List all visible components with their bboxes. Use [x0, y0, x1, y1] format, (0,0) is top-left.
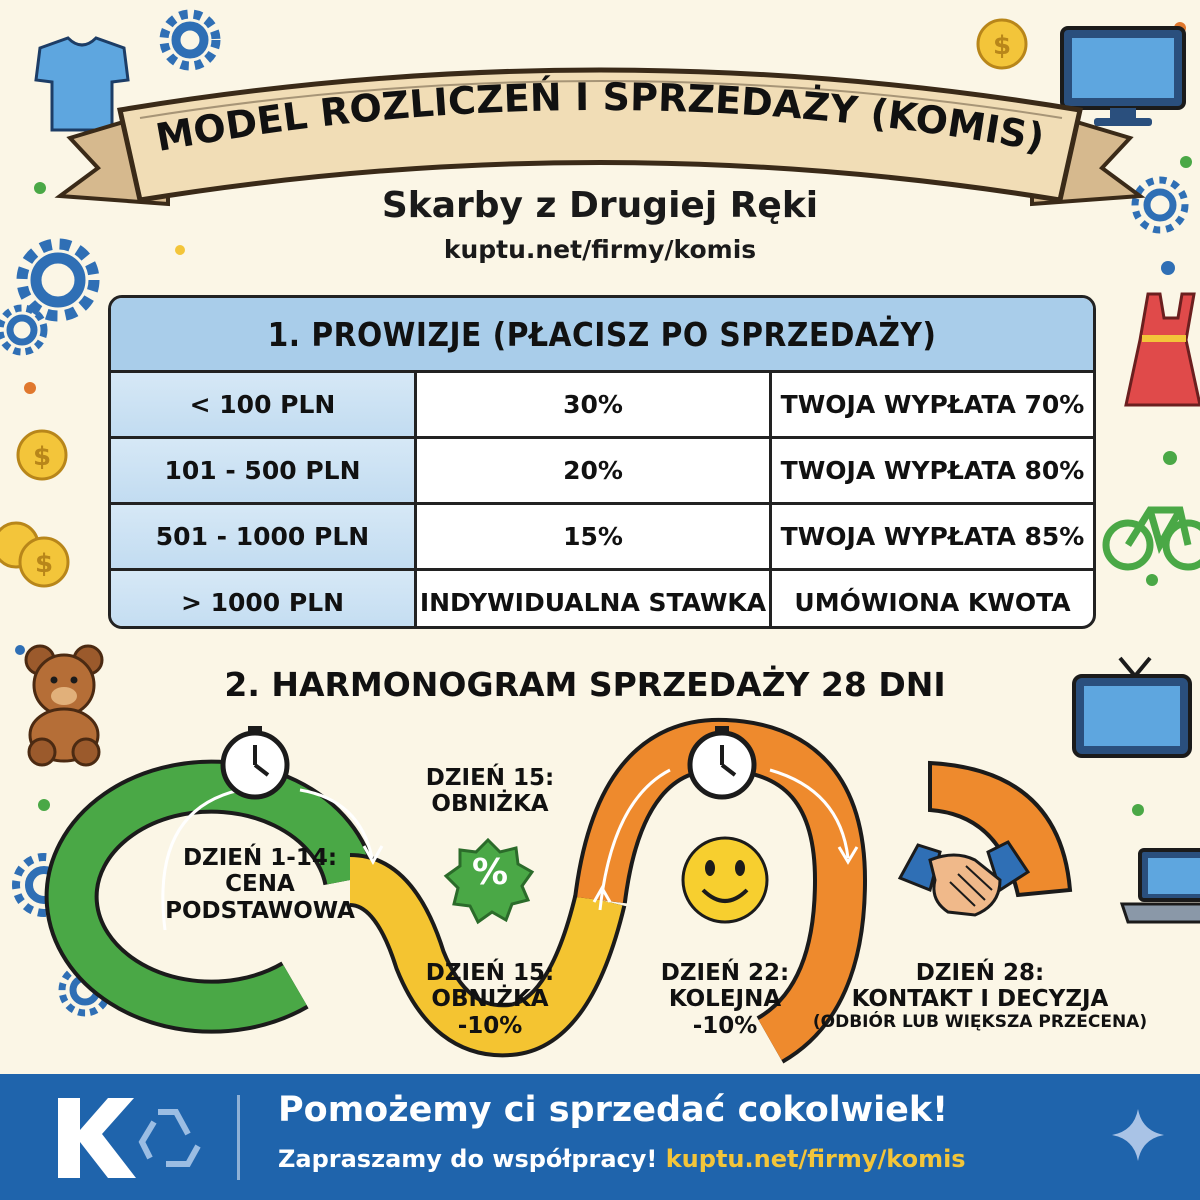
tv-icon [1072, 656, 1192, 758]
price-range: > 1000 PLN [111, 571, 414, 626]
stage1-label: DZIEŃ 1-14: CENA PODSTAWOWA [160, 845, 360, 924]
header-url: kuptu.net/firmy/komis [443, 235, 757, 264]
coin-icon: $ [16, 429, 68, 481]
table-row: 101 - 500 PLN 20% TWOJA WYPŁATA 80% [111, 436, 1093, 502]
footer-divider [237, 1095, 240, 1180]
stage3-day: DZIEŃ 22: [660, 960, 790, 986]
footer-invite: Zapraszamy do współpracy! kuptu.net/firm… [278, 1145, 966, 1173]
business-name: Skarby z Drugiej Ręki [381, 185, 819, 226]
stage2-top-label: DZIEŃ 15: OBNIŻKA [410, 765, 570, 818]
recycle-icon [138, 1109, 201, 1167]
stage4-label: DZIEŃ 28: KONTAKT I DECYZJA (ODBIÓR LUB … [810, 960, 1150, 1032]
price-range: 101 - 500 PLN [111, 439, 414, 502]
svg-text:$: $ [33, 442, 51, 472]
top-label-day: DZIEŃ 15: [425, 765, 555, 791]
payout: TWOJA WYPŁATA 70% [769, 373, 1093, 436]
stage4-day: DZIEŃ 28: [915, 960, 1045, 986]
gear-icon [0, 304, 48, 356]
stage2-line2: OBNIŻKA [431, 986, 549, 1013]
payout: TWOJA WYPŁATA 80% [769, 439, 1093, 502]
clock-icon [687, 726, 757, 800]
sparkle-icon [1112, 1109, 1164, 1161]
stage-yellow-arc [348, 857, 623, 1054]
commission-table: 1. PROWIZJE (PŁACISZ PO SPRZEDAŻY) < 100… [108, 295, 1096, 629]
commission-rows: < 100 PLN 30% TWOJA WYPŁATA 70% 101 - 50… [111, 373, 1093, 626]
payout: UMÓWIONA KWOTA [769, 571, 1093, 626]
title-banner: MODEL ROZLICZEŃ I SPRZEDAŻY (KOMIS) [54, 67, 1146, 207]
commission-rate: 30% [414, 373, 769, 436]
price-range: < 100 PLN [111, 373, 414, 436]
coin-icon: $ [976, 18, 1028, 70]
table-row: < 100 PLN 30% TWOJA WYPŁATA 70% [111, 373, 1093, 436]
logo-icon [58, 1098, 201, 1178]
stage-green-arc [48, 763, 373, 1030]
tshirt-icon [34, 36, 130, 132]
table-row: 501 - 1000 PLN 15% TWOJA WYPŁATA 85% [111, 502, 1093, 568]
commission-rate: INDYWIDUALNA STAWKA [414, 571, 769, 626]
gear-icon [159, 9, 221, 71]
gear-icon [1131, 176, 1189, 234]
stage2-day: DZIEŃ 15: [425, 960, 555, 986]
clock-icon [220, 726, 290, 800]
stage3-line2: KOLEJNA [668, 986, 782, 1013]
commission-rate: 20% [414, 439, 769, 502]
top-label-text: OBNIŻKA [431, 791, 549, 818]
svg-text:$: $ [993, 31, 1011, 61]
stage3-line3: -10% [692, 1012, 758, 1039]
monitor-icon [1060, 26, 1186, 126]
stage4-line2: KONTAKT I DECYZJA [851, 986, 1109, 1013]
handshake-icon [897, 840, 1031, 917]
footer-title: Pomożemy ci sprzedać cokolwiek! [278, 1090, 949, 1130]
stage3-label: DZIEŃ 22: KOLEJNA -10% [640, 960, 810, 1039]
stage2-label: DZIEŃ 15: OBNIŻKA -10% [400, 960, 580, 1039]
schedule-heading: 2. HARMONOGRAM SPRZEDAŻY 28 DNI [224, 665, 946, 704]
teddy-bear-icon [24, 644, 104, 767]
table-row: > 1000 PLN INDYWIDUALNA STAWKA UMÓWIONA … [111, 568, 1093, 626]
commission-rate: 15% [414, 505, 769, 568]
footer-invite-text: Zapraszamy do współpracy! [278, 1145, 658, 1173]
stage4-line3: (ODBIÓR LUB WIĘKSZA PRZECENA) [812, 1011, 1148, 1032]
gear-icon [16, 238, 100, 322]
svg-text:$: $ [35, 549, 53, 579]
smiley-icon [681, 836, 769, 924]
stage-orange-arc [577, 721, 864, 1060]
stage1-line3: PODSTAWOWA [165, 897, 355, 924]
laptop-icon [1119, 848, 1200, 924]
stage-final-arc [928, 760, 1073, 898]
coin-icon: $ [0, 521, 70, 588]
stage1-line2: CENA [225, 871, 295, 898]
dress-icon [1124, 292, 1200, 407]
stage1-day: DZIEŃ 1-14: [182, 845, 338, 871]
footer-link[interactable]: kuptu.net/firmy/komis [665, 1145, 966, 1173]
percent-badge-icon [443, 837, 535, 925]
timeline-path [44, 717, 1073, 1064]
commission-heading: 1. PROWIZJE (PŁACISZ PO SPRZEDAŻY) [111, 298, 1093, 373]
price-range: 501 - 1000 PLN [111, 505, 414, 568]
stage2-line3: -10% [457, 1012, 523, 1039]
percent-badge-label: % [471, 852, 509, 893]
bicycle-icon [1102, 506, 1200, 571]
footer-bar [0, 1074, 1200, 1200]
payout: TWOJA WYPŁATA 85% [769, 505, 1093, 568]
